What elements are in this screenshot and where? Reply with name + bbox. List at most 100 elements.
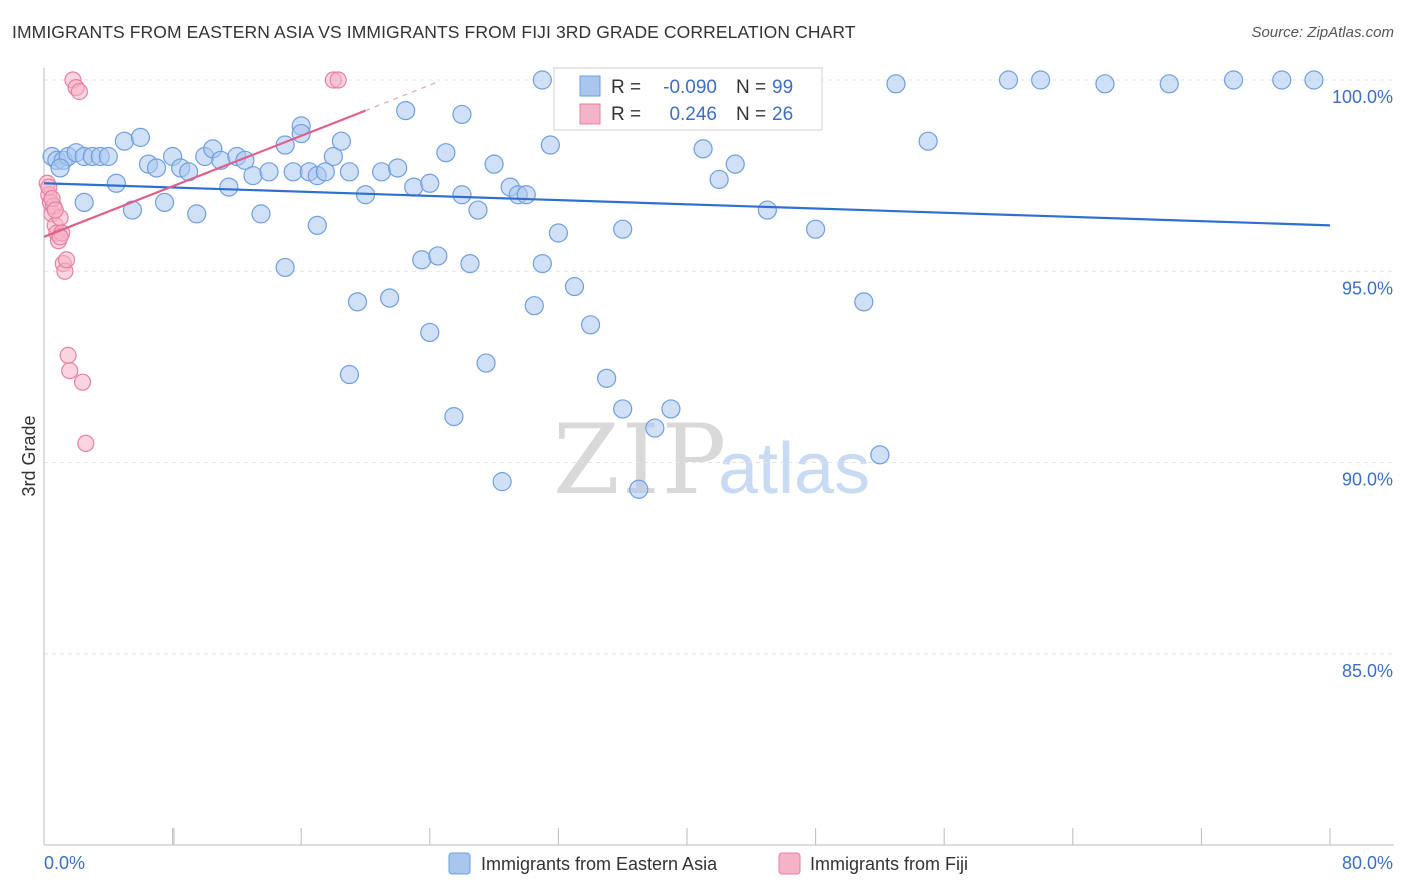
data-point [74, 192, 94, 212]
data-point [1304, 70, 1324, 90]
data-point [886, 74, 906, 94]
data-point [492, 472, 512, 492]
data-point [524, 296, 544, 316]
data-point [564, 276, 585, 297]
series-legend-label-eastern-asia: Immigrants from Eastern Asia [481, 854, 718, 874]
data-point [428, 246, 448, 266]
data-point [709, 169, 729, 190]
y-tick-label: 100.0% [1332, 87, 1393, 107]
data-point [613, 219, 633, 239]
data-point [436, 143, 456, 163]
stats-r-label-blue: R = [611, 77, 641, 98]
data-point [329, 71, 347, 89]
data-point [57, 251, 76, 269]
data-point [219, 177, 239, 197]
data-point [854, 292, 874, 312]
data-point [476, 353, 496, 373]
data-point [998, 70, 1019, 90]
y-tick-label: 95.0% [1342, 278, 1393, 298]
data-point [645, 418, 665, 438]
y-tick-label: 90.0% [1342, 470, 1393, 490]
stats-r-label-pink: R = [611, 104, 641, 125]
data-point [452, 104, 472, 125]
stats-n-value-pink: 26 [772, 104, 793, 125]
x-ticks [172, 828, 1331, 845]
data-point [73, 373, 92, 391]
data-point [59, 346, 77, 364]
data-point [693, 139, 713, 159]
watermark-zip: ZIP [553, 404, 728, 516]
series-legend-label-fiji: Immigrants from Fiji [810, 854, 968, 874]
x-tick-label-max: 80.0% [1342, 853, 1393, 873]
data-point [388, 158, 408, 178]
data-point [805, 219, 826, 239]
y-tick-label: 85.0% [1342, 661, 1393, 681]
data-point [339, 162, 360, 182]
x-tick-label-min: 0.0% [44, 853, 85, 873]
data-point [339, 364, 360, 385]
data-point [661, 399, 681, 419]
data-point [98, 146, 118, 167]
data-point [380, 288, 400, 308]
data-point [243, 166, 263, 186]
data-point [259, 162, 279, 182]
series-legend-swatch-blue [448, 852, 471, 875]
source-credit: Source: ZipAtlas.com [1251, 24, 1394, 41]
data-point [323, 146, 343, 167]
trend-line-fiji [43, 109, 366, 238]
trend-line-eastern-asia [43, 182, 1331, 227]
series-legend-swatch-pink [778, 852, 801, 875]
data-point [275, 257, 295, 278]
data-point [540, 135, 560, 155]
data-point [46, 201, 64, 219]
data-point [420, 173, 440, 193]
data-point [452, 185, 472, 205]
data-point [114, 131, 134, 151]
data-point [757, 200, 777, 220]
data-point [725, 154, 745, 174]
stats-n-label-pink: N = [736, 104, 766, 125]
data-point [468, 200, 488, 220]
data-point [484, 154, 504, 174]
data-point [1272, 70, 1292, 90]
data-point [548, 223, 569, 243]
trend-lines [43, 81, 1331, 238]
data-point [251, 204, 271, 224]
data-point [629, 479, 649, 499]
stats-n-value-blue: 99 [772, 77, 793, 98]
data-point [1095, 74, 1115, 94]
data-point [146, 158, 167, 178]
data-point [331, 131, 351, 151]
series-legend: Immigrants from Eastern Asia Immigrants … [448, 852, 968, 875]
series-fiji-points [38, 71, 347, 452]
data-point [516, 185, 536, 205]
y-axis-label: 3rd Grade [19, 415, 39, 496]
stats-n-label-blue: N = [736, 77, 766, 98]
data-point [1159, 74, 1179, 94]
data-point [315, 162, 335, 182]
trend-line-fiji-extension [365, 81, 439, 112]
stats-legend-swatch-blue [579, 75, 601, 97]
data-point [597, 368, 617, 388]
y-tick-labels: 100.0% 95.0% 90.0% 85.0% [1332, 87, 1393, 681]
data-point [444, 407, 464, 427]
stats-legend: R = -0.090 N = 99 R = 0.246 N = 26 [553, 67, 823, 131]
data-point [283, 162, 303, 182]
data-point [580, 315, 601, 335]
data-point [154, 192, 175, 212]
data-point [307, 215, 327, 235]
data-point [460, 254, 480, 274]
data-point [396, 100, 416, 121]
data-point [412, 250, 432, 270]
watermark-atlas: atlas [718, 429, 870, 509]
data-point [61, 362, 79, 380]
stats-r-value-pink: 0.246 [669, 104, 717, 125]
data-point [50, 158, 70, 178]
data-point [532, 254, 552, 274]
data-point [106, 173, 126, 193]
data-point [870, 445, 890, 465]
data-point [404, 177, 424, 197]
data-point [1031, 70, 1051, 90]
data-point [420, 322, 440, 343]
